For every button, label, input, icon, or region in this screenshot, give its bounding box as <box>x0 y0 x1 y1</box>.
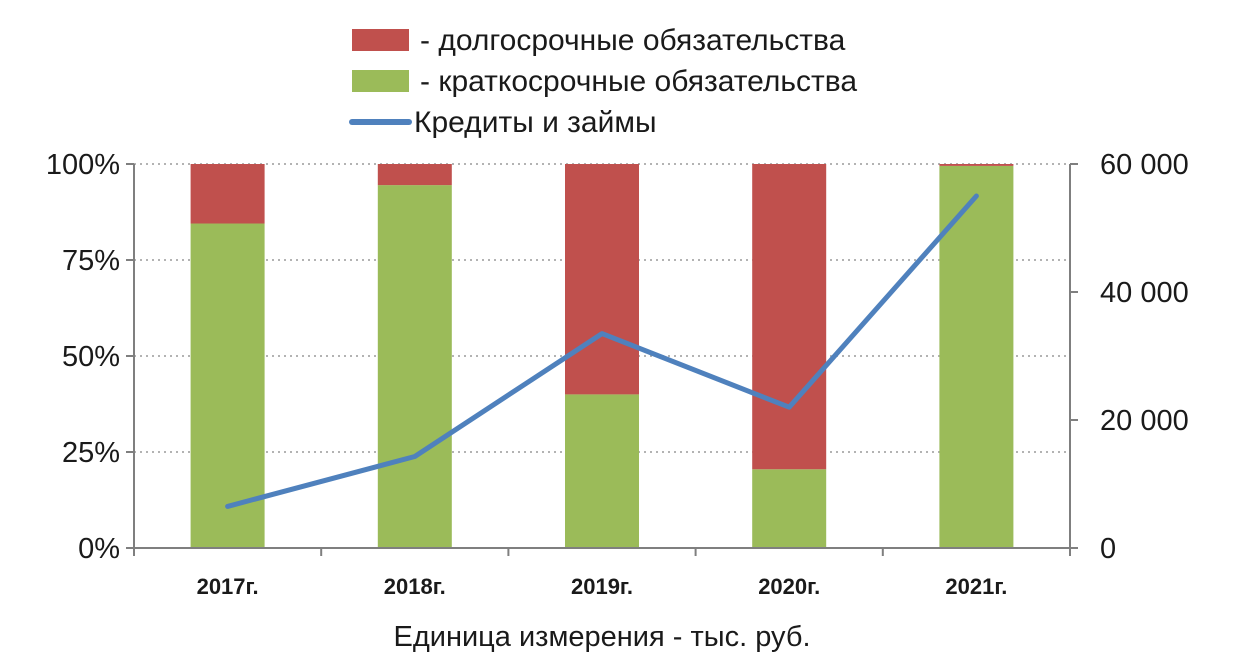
left-tick-label: 75% <box>62 245 120 277</box>
right-tick-label: 20 000 <box>1100 405 1189 437</box>
x-axis-title: Единица измерения - тыс. руб. <box>393 621 810 653</box>
category-label: 2020г. <box>758 574 820 599</box>
legend: - долгосрочные обязательства - краткосроч… <box>349 24 857 139</box>
bar-segment <box>190 164 265 224</box>
right-tick-label: 60 000 <box>1100 149 1189 181</box>
bar-segment <box>377 185 452 548</box>
legend-swatch <box>352 29 409 51</box>
bars <box>190 164 1014 549</box>
left-tick-label: 0% <box>78 533 120 565</box>
right-tick-label: 40 000 <box>1100 277 1189 309</box>
category-label: 2021г. <box>945 574 1007 599</box>
legend-swatch <box>352 70 409 92</box>
axis-labels: 0% 25% 50% 75% 100% 0 20 000 40 000 60 000 2017г.… <box>46 149 1189 653</box>
bar-segment <box>565 164 639 395</box>
legend-label: Кредиты и займы <box>414 106 657 139</box>
legend-label: - краткосрочные обязательства <box>420 65 857 98</box>
category-label: 2018г. <box>384 574 446 599</box>
right-tick-label: 0 <box>1100 533 1116 565</box>
axes <box>126 163 1078 556</box>
line-series <box>225 193 979 509</box>
category-label: 2019г. <box>571 574 633 599</box>
bar-segment <box>752 469 827 548</box>
bar-segment <box>939 165 1014 549</box>
bar-segment <box>939 164 1014 166</box>
bar-segment <box>377 164 452 186</box>
category-label: 2017г. <box>197 574 259 599</box>
bar-segment <box>752 164 827 470</box>
line-series-path <box>225 193 979 509</box>
bar-segment <box>565 394 639 548</box>
left-tick-label: 100% <box>46 149 120 181</box>
legend-label: - долгосрочные обязательства <box>420 24 846 57</box>
left-tick-label: 50% <box>62 341 120 373</box>
left-tick-label: 25% <box>62 437 120 469</box>
bar-segment <box>190 223 265 548</box>
